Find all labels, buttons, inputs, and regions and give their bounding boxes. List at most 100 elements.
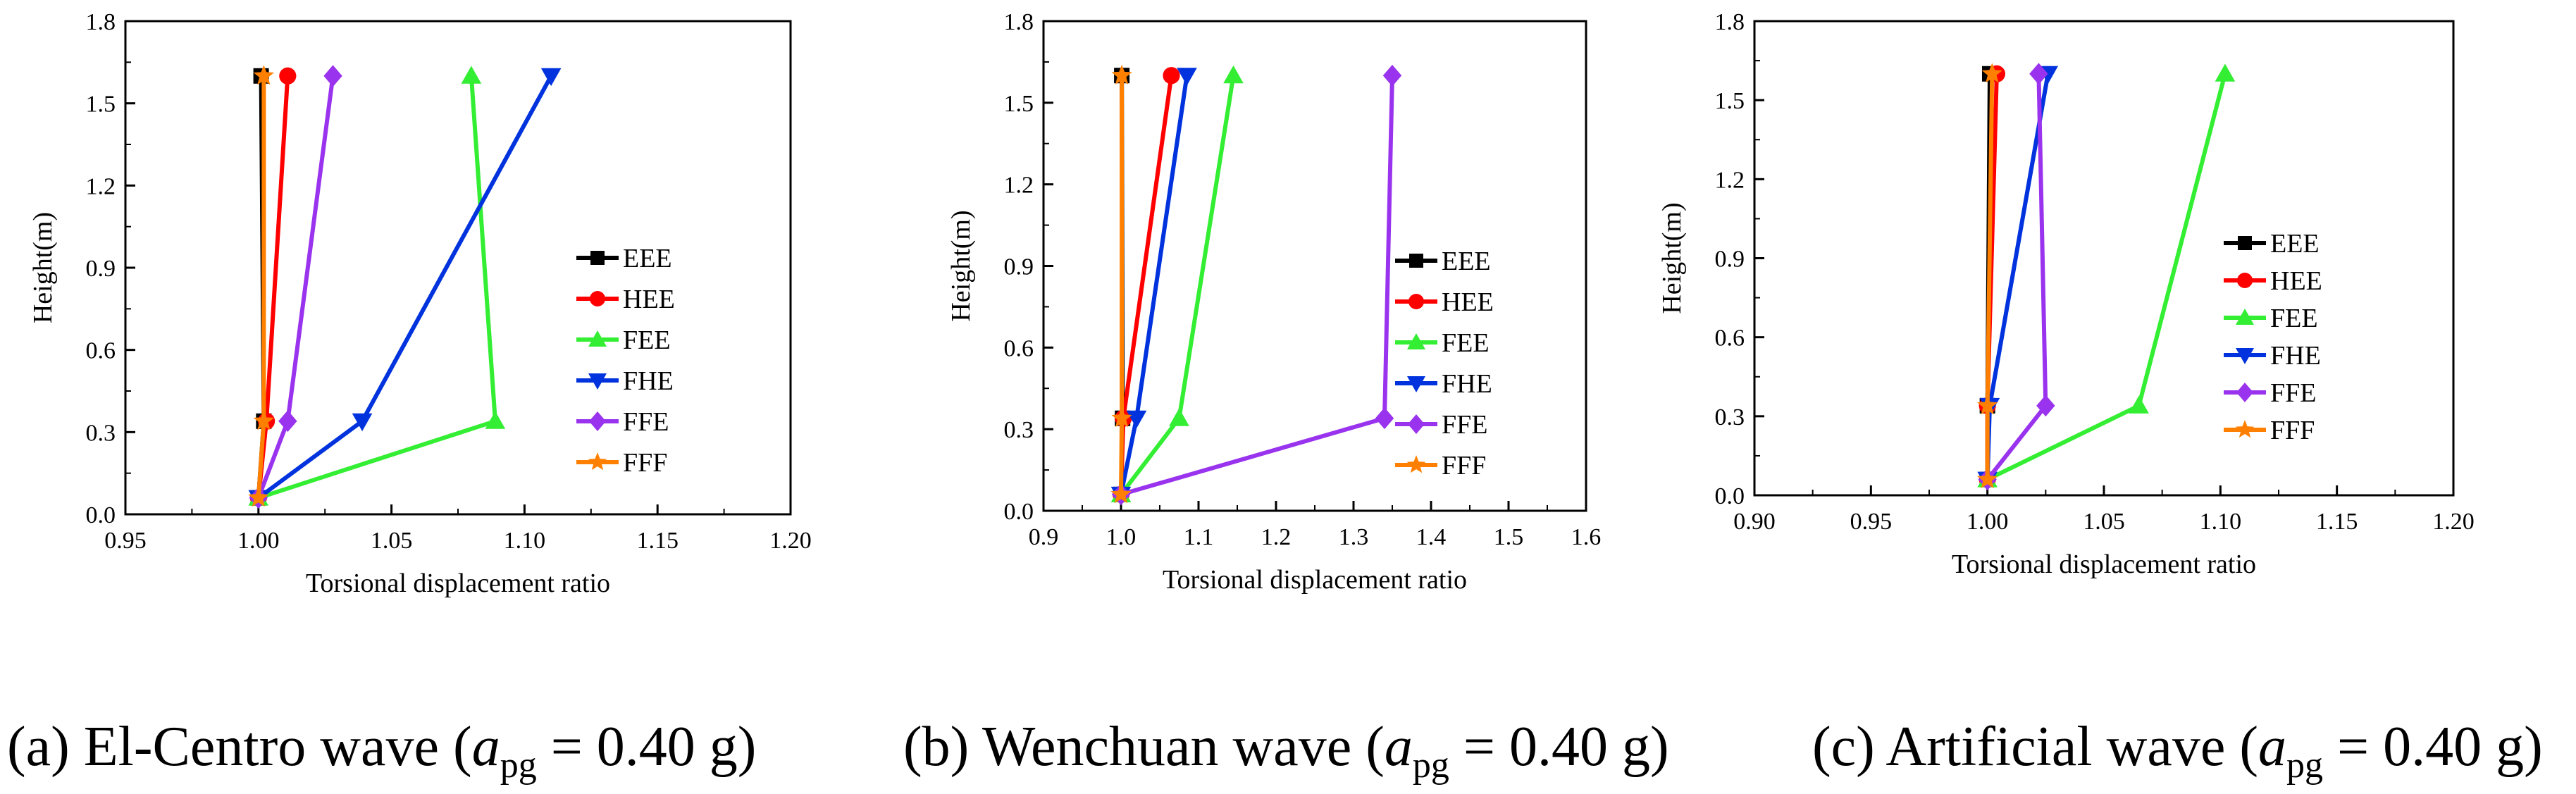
x-axis-title: Torsional displacement ratio [306, 569, 610, 598]
x-tick-label: 1.15 [636, 528, 679, 554]
legend-label: FHE [623, 366, 674, 396]
x-tick-label: 0.9 [1029, 524, 1059, 550]
legend-label: EEE [1442, 247, 1491, 276]
data-point [1223, 65, 1244, 84]
data-point [1169, 408, 1189, 426]
x-tick-label: 0.95 [104, 528, 147, 554]
legend-label: FFF [1442, 451, 1486, 480]
y-tick-label: 0.3 [1004, 417, 1034, 443]
data-point [540, 68, 562, 87]
x-tick-label: 1.2 [1261, 524, 1292, 550]
y-tick-label: 1.5 [1004, 91, 1034, 117]
legend-marker [590, 291, 605, 306]
y-tick-label: 1.2 [1004, 173, 1034, 199]
legend-label: FHE [2270, 341, 2321, 371]
series-FEE [1977, 63, 2236, 488]
data-point [1177, 68, 1197, 86]
legend-marker [590, 251, 605, 265]
x-tick-label: 1.3 [1339, 524, 1369, 550]
series-line [257, 75, 553, 500]
legend-label: FEE [2270, 304, 2318, 333]
data-point [2215, 63, 2236, 82]
series-line [1119, 75, 1189, 495]
series-FEE [248, 66, 506, 506]
legend-marker [2236, 309, 2254, 325]
x-tick-label: 0.95 [1850, 509, 1893, 535]
data-point [2129, 395, 2149, 414]
legend-marker [2235, 420, 2255, 438]
series-FFF [248, 65, 274, 507]
x-axis-title: Torsional displacement ratio [1163, 565, 1467, 595]
data-point [2029, 63, 2048, 85]
x-tick-label: 1.6 [1571, 524, 1602, 550]
y-tick-label: 0.9 [1715, 247, 1745, 273]
data-point [323, 65, 342, 87]
x-tick-label: 1.5 [1494, 524, 1524, 550]
legend-marker [588, 373, 607, 390]
x-tick-label: 1.10 [504, 528, 546, 554]
legend-marker [1407, 333, 1425, 349]
data-point [485, 411, 506, 429]
x-tick-label: 1.00 [237, 528, 280, 554]
legend-label: HEE [623, 285, 675, 314]
y-tick-label: 1.2 [1715, 167, 1745, 193]
data-point [1111, 407, 1132, 428]
chart-a: 0.95 1.00 1.05 1.10 1.15 1.20 0.0 0.3 0.6 0.9 1.2 1… [28, 9, 812, 598]
legend-label: EEE [623, 244, 672, 273]
data-point [278, 410, 297, 433]
data-point [461, 66, 482, 84]
legend-label: FFE [623, 407, 669, 437]
legend-marker [1408, 414, 1425, 434]
series-FHE [248, 68, 562, 508]
legend: EEE HEE FEE FHE FFE FFF [576, 244, 675, 478]
series-line [1986, 73, 2227, 482]
legend-marker [2238, 236, 2252, 250]
y-tick-label: 0.3 [1715, 404, 1745, 430]
y-axis-title: Height(m) [28, 212, 58, 323]
data-point [1375, 407, 1394, 430]
x-tick-label: 1.20 [769, 528, 812, 554]
legend-label: FEE [1442, 328, 1490, 358]
legend-label: FFE [2270, 378, 2316, 408]
data-point [279, 67, 297, 85]
legend-label: FEE [623, 325, 671, 355]
legend-marker [2236, 348, 2254, 364]
chart-b: 0.9 1.0 1.1 1.2 1.3 1.4 1.5 1.6 0.0 0.3 0.6 0.9 1.2 1… [946, 9, 1601, 595]
x-tick-label: 1.05 [371, 528, 413, 554]
legend-marker [589, 411, 606, 431]
y-tick-label: 1.8 [1004, 9, 1034, 35]
x-tick-label: 1.0 [1106, 524, 1137, 550]
data-point [1977, 395, 1998, 415]
y-tick-label: 0.6 [1004, 335, 1034, 361]
x-axis-title: Torsional displacement ratio [1952, 550, 2256, 579]
y-tick-label: 0.0 [1715, 483, 1745, 509]
legend-marker [1406, 455, 1426, 473]
legend-marker [1408, 294, 1424, 309]
x-tick-label: 1.1 [1184, 524, 1214, 550]
legend-label: HEE [2270, 266, 2322, 296]
x-tick-label: 1.4 [1416, 524, 1447, 550]
data-point [1977, 469, 1998, 488]
legend-label: HEE [1442, 287, 1494, 317]
chart-c: 0.90 0.95 1.00 1.05 1.10 1.15 1.20 0.0 0.3 0.6 0.9… [1657, 9, 2475, 579]
y-tick-label: 0.6 [1715, 325, 1745, 352]
legend-label: FFF [2270, 416, 2315, 445]
data-point [1981, 63, 2002, 83]
caption-b: (b) Wenchuan wave (apg = 0.40 g) [903, 716, 1669, 786]
legend-label: EEE [2270, 229, 2320, 259]
data-point [248, 487, 269, 507]
series-HEE [249, 67, 297, 507]
x-tick-label: 1.15 [2316, 509, 2358, 535]
y-tick-label: 1.2 [86, 173, 116, 199]
y-tick-label: 1.8 [86, 9, 116, 35]
series-line [1119, 75, 1125, 495]
y-axis-title: Height(m) [946, 210, 976, 321]
y-tick-label: 0.6 [86, 338, 116, 364]
y-axis-title: Height(m) [1657, 202, 1687, 314]
x-tick-label: 1.00 [1967, 509, 2009, 535]
legend-marker [588, 330, 607, 347]
legend-marker [2236, 383, 2253, 402]
x-tick-label: 1.20 [2432, 509, 2475, 535]
series-line [257, 75, 497, 500]
y-tick-label: 1.5 [1715, 88, 1745, 114]
